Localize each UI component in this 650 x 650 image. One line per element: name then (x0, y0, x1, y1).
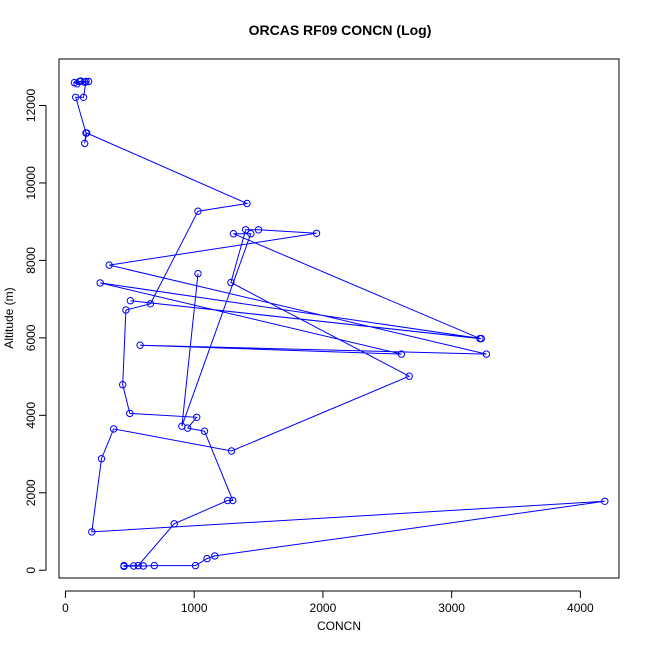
x-tick-label: 2000 (310, 601, 337, 615)
data-point (88, 528, 96, 536)
data-point (83, 129, 91, 137)
points-layer (70, 77, 609, 571)
data-point (110, 425, 118, 433)
data-point (96, 279, 104, 287)
data-point (194, 207, 202, 215)
y-tick-label: 8000 (24, 247, 38, 274)
data-point (126, 297, 135, 305)
y-axis: 0 2000 4000 6000 8000 10000 12000 (24, 88, 47, 574)
series-layer (72, 80, 605, 567)
y-tick-label: 12000 (24, 88, 38, 122)
data-point (229, 496, 237, 505)
data-point (139, 562, 148, 570)
chart-title: ORCAS RF09 CONCN (Log) (249, 22, 432, 38)
data-point (194, 269, 202, 278)
data-point (243, 199, 251, 208)
data-point (130, 562, 138, 570)
y-tick-label: 6000 (24, 324, 38, 351)
data-point (405, 372, 413, 380)
y-axis-title: Altitude (m) (2, 287, 16, 348)
data-point (136, 341, 144, 349)
data-point (122, 306, 130, 314)
series-line (72, 80, 605, 567)
plot-frame (58, 58, 620, 579)
x-tick-label: 0 (62, 601, 69, 615)
data-point (211, 552, 219, 560)
data-point (126, 409, 134, 418)
data-point (397, 350, 406, 358)
data-point (72, 93, 80, 102)
y-tick-label: 0 (24, 567, 38, 574)
data-point (105, 261, 113, 269)
data-point (247, 230, 255, 238)
data-point (254, 226, 263, 234)
data-point (193, 413, 201, 421)
y-tick-label: 2000 (24, 479, 38, 506)
y-tick-label: 10000 (24, 166, 38, 200)
data-point (97, 455, 106, 463)
x-tick-label: 3000 (438, 601, 465, 615)
data-point (312, 229, 321, 238)
x-axis: 0 1000 2000 3000 4000 (62, 590, 594, 615)
data-point (170, 520, 178, 528)
data-point (223, 496, 232, 505)
data-point (178, 422, 186, 430)
data-point (191, 561, 200, 570)
y-tick-label: 4000 (24, 402, 38, 429)
data-point (150, 561, 159, 570)
data-point (70, 78, 79, 87)
data-point (227, 278, 235, 287)
data-point (82, 77, 90, 86)
data-point (476, 334, 484, 343)
data-point (482, 350, 491, 358)
data-point (227, 447, 236, 455)
data-point (229, 230, 238, 238)
x-tick-label: 4000 (567, 601, 594, 615)
data-point (134, 561, 142, 570)
data-point (81, 139, 89, 148)
data-point (146, 300, 155, 308)
data-point (84, 77, 93, 86)
data-point (79, 93, 88, 102)
data-point (119, 381, 127, 389)
data-point (242, 226, 250, 234)
data-point (120, 562, 128, 571)
x-axis-title: CONCN (317, 619, 361, 633)
x-tick-label: 1000 (181, 601, 208, 615)
data-point (200, 427, 209, 435)
data-point (203, 554, 211, 563)
data-point (601, 497, 609, 505)
